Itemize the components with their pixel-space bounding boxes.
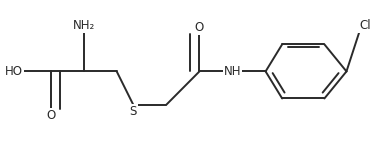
Text: O: O [46, 109, 55, 122]
Text: NH₂: NH₂ [73, 19, 95, 32]
Text: O: O [195, 21, 204, 34]
Text: NH: NH [224, 65, 241, 78]
Text: HO: HO [5, 65, 23, 78]
Text: Cl: Cl [359, 19, 371, 32]
Text: S: S [129, 105, 137, 118]
